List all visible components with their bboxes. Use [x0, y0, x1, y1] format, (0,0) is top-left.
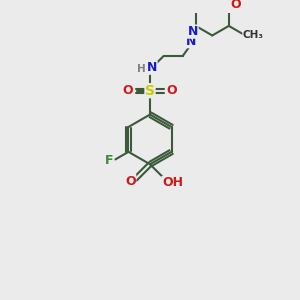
- Text: O: O: [167, 84, 177, 97]
- Text: OH: OH: [162, 176, 183, 190]
- Text: H: H: [137, 64, 146, 74]
- Text: O: O: [230, 0, 241, 11]
- Text: N: N: [188, 25, 198, 38]
- Text: F: F: [105, 154, 114, 167]
- Text: CH₃: CH₃: [243, 29, 264, 40]
- Text: O: O: [125, 175, 136, 188]
- Text: N: N: [147, 61, 157, 74]
- Text: N: N: [186, 35, 196, 48]
- Text: O: O: [123, 84, 133, 97]
- Text: S: S: [145, 84, 155, 98]
